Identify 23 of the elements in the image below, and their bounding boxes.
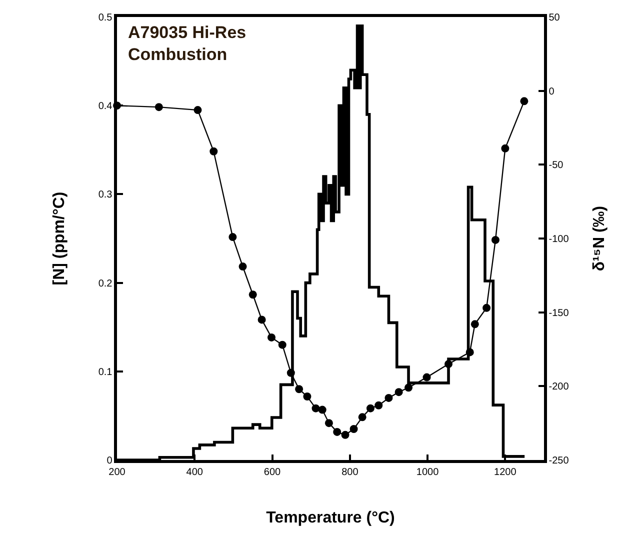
x-tick-label: 200	[108, 466, 126, 478]
y-tick-label: 0.4	[98, 101, 113, 112]
x-axis-title: Temperature (°C)	[266, 509, 395, 526]
y2-tick-label: -150	[548, 308, 570, 319]
y-tick-label: 0	[106, 456, 113, 466]
y2-tick-label: -250	[548, 456, 570, 466]
x-tick-label: 1000	[416, 466, 440, 478]
y-tick-label: 0.1	[98, 366, 113, 378]
x-tick-label: 400	[186, 466, 204, 478]
x-tick-label: 1200	[494, 466, 517, 478]
x-tick-label: 600	[264, 466, 282, 478]
y-tick-label: 0.3	[98, 190, 113, 201]
y2-tick-label: -100	[548, 234, 570, 245]
y2-tick-label: -200	[548, 382, 570, 393]
y-tick-label: 0.5	[98, 12, 113, 24]
y-axis-title: [N] (ppm/°C)	[51, 192, 68, 286]
x-tick-label: 800	[342, 466, 359, 478]
y2-tick-label: 50	[548, 12, 560, 24]
y2-tick-label: -50	[548, 160, 564, 172]
annotation: A79035 Hi-Res Combustion	[128, 23, 246, 64]
y-tick-label: 0.2	[98, 278, 113, 290]
y2-axis-title: δ¹⁵N (‰)	[590, 206, 608, 272]
y2-tick-label: 0	[548, 86, 555, 98]
